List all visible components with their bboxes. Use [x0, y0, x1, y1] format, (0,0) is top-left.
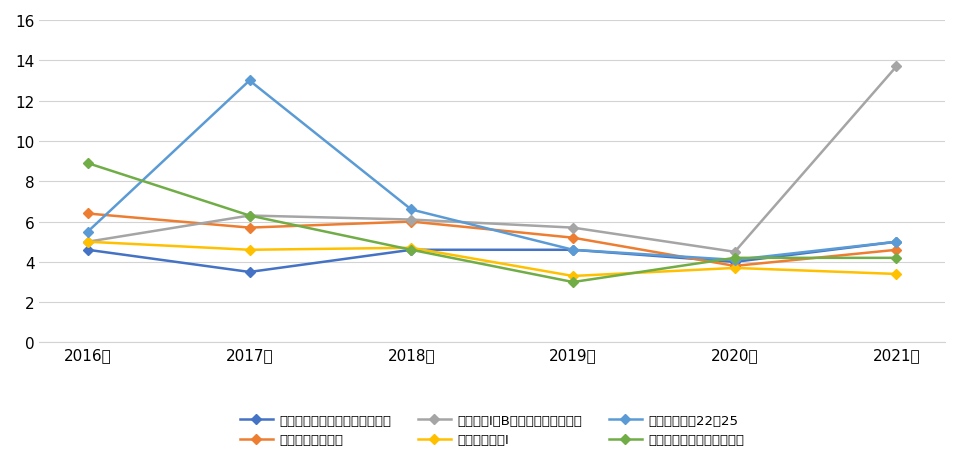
愛知県　行政Ⅰ — [244, 248, 255, 253]
埼玉県　一般行政 — [729, 264, 740, 269]
北海道　一般行政Ａ（第１回） — [567, 248, 579, 253]
東京都　Ⅰ類B（行政－一般方式） — [244, 213, 255, 219]
北海道　一般行政Ａ（第１回） — [82, 248, 93, 253]
東京都　Ⅰ類B（行政－一般方式） — [891, 64, 902, 70]
埼玉県　一般行政 — [244, 225, 255, 231]
大阪府　行政22－25 — [244, 79, 255, 84]
Line: 東京都　Ⅰ類B（行政－一般方式）: 東京都 Ⅰ類B（行政－一般方式） — [84, 64, 900, 256]
Line: 北海道　一般行政Ａ（第１回）: 北海道 一般行政Ａ（第１回） — [84, 239, 900, 276]
広島県　行政－一般事務Ａ — [567, 279, 579, 285]
愛知県　行政Ⅰ — [729, 266, 740, 271]
埼玉県　一般行政 — [891, 248, 902, 253]
広島県　行政－一般事務Ａ — [891, 256, 902, 261]
愛知県　行政Ⅰ — [82, 239, 93, 245]
埼玉県　一般行政 — [567, 235, 579, 241]
大阪府　行政22－25 — [405, 207, 417, 213]
北海道　一般行政Ａ（第１回） — [729, 259, 740, 265]
Line: 大阪府　行政22－25: 大阪府 行政22－25 — [84, 78, 900, 264]
大阪府　行政22－25 — [891, 239, 902, 245]
Legend: 北海道　一般行政Ａ（第１回）, 埼玉県　一般行政, 東京都　Ⅰ類B（行政－一般方式）, 愛知県　行政Ⅰ, 大阪府　行政22－25, 広島県　行政－一般事務Ａ: 北海道 一般行政Ａ（第１回）, 埼玉県 一般行政, 東京都 Ⅰ類B（行政－一般方… — [233, 407, 751, 453]
広島県　行政－一般事務Ａ — [729, 256, 740, 261]
東京都　Ⅰ類B（行政－一般方式） — [729, 249, 740, 255]
東京都　Ⅰ類B（行政－一般方式） — [567, 225, 579, 231]
Line: 埼玉県　一般行政: 埼玉県 一般行政 — [84, 210, 900, 270]
Line: 愛知県　行政Ⅰ: 愛知県 行政Ⅰ — [84, 239, 900, 280]
愛知県　行政Ⅰ — [891, 271, 902, 277]
東京都　Ⅰ類B（行政－一般方式） — [405, 217, 417, 223]
埼玉県　一般行政 — [405, 219, 417, 225]
広島県　行政－一般事務Ａ — [82, 161, 93, 167]
愛知県　行政Ⅰ — [405, 246, 417, 251]
大阪府　行政22－25 — [82, 229, 93, 235]
大阪府　行政22－25 — [567, 248, 579, 253]
広島県　行政－一般事務Ａ — [244, 213, 255, 219]
Line: 広島県　行政－一般事務Ａ: 広島県 行政－一般事務Ａ — [84, 160, 900, 286]
広島県　行政－一般事務Ａ — [405, 248, 417, 253]
埼玉県　一般行政 — [82, 211, 93, 217]
北海道　一般行政Ａ（第１回） — [244, 269, 255, 275]
東京都　Ⅰ類B（行政－一般方式） — [82, 239, 93, 245]
愛知県　行政Ⅰ — [567, 274, 579, 279]
北海道　一般行政Ａ（第１回） — [891, 239, 902, 245]
北海道　一般行政Ａ（第１回） — [405, 248, 417, 253]
大阪府　行政22－25 — [729, 258, 740, 263]
